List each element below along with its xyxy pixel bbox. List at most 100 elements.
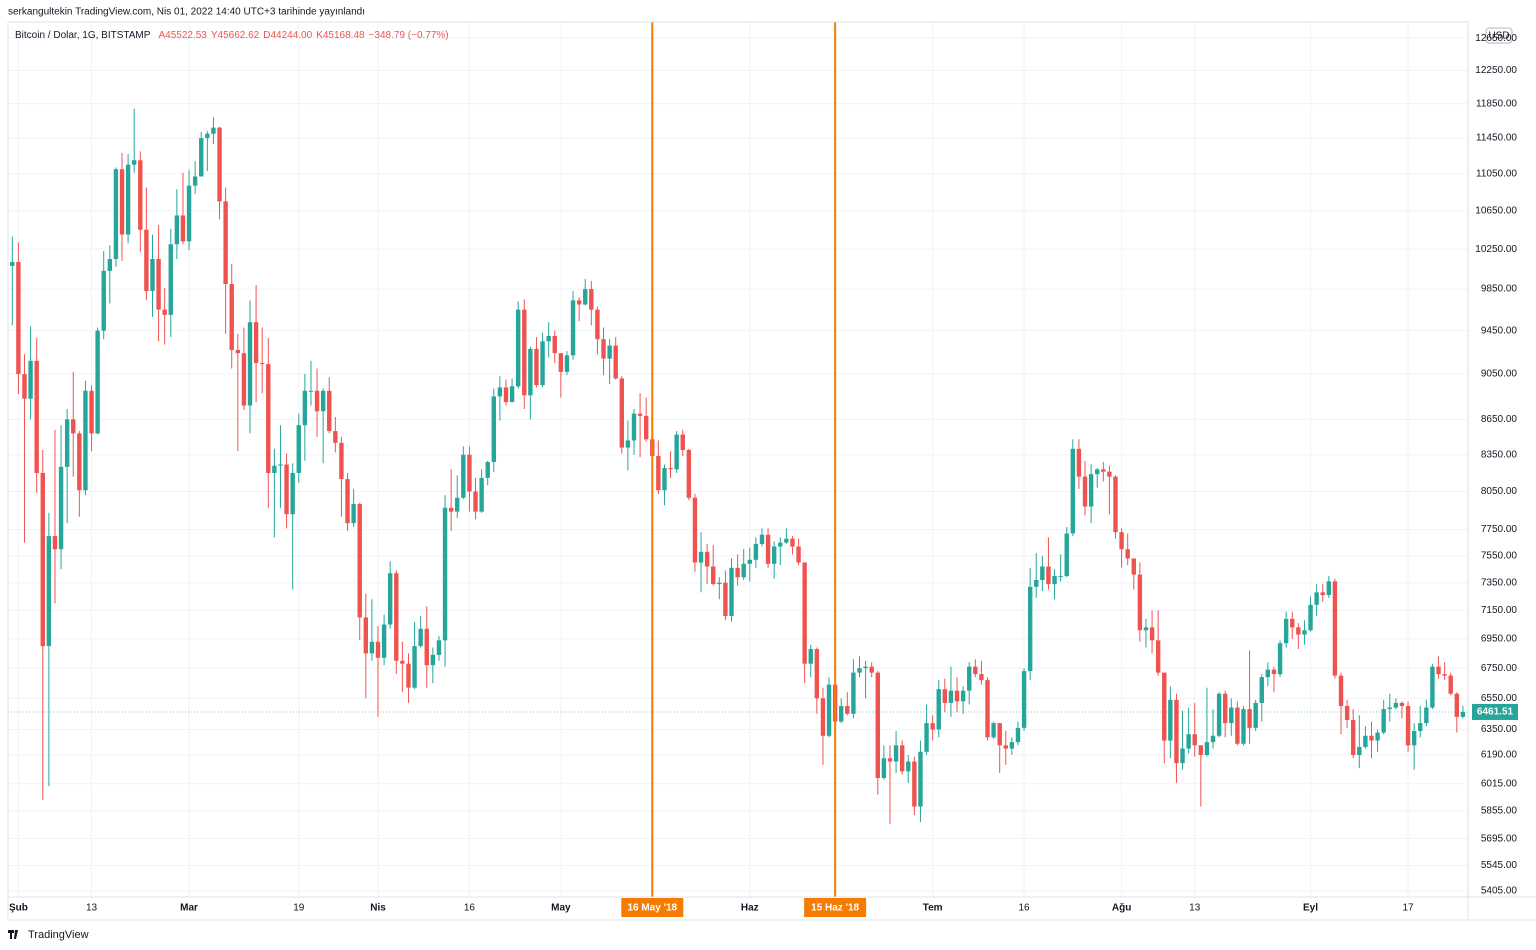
candle-body <box>692 497 698 563</box>
candle-body <box>1021 671 1027 728</box>
candle-body <box>820 698 826 736</box>
candle-body <box>46 536 52 647</box>
candle-body <box>698 551 704 563</box>
y-tick-label: 8350.00 <box>1481 449 1518 460</box>
candle-body <box>424 628 429 666</box>
candle-body <box>363 617 369 654</box>
legend-value: Y45662.62 <box>211 30 260 41</box>
candle-body <box>1027 586 1033 672</box>
candle-body <box>839 706 844 722</box>
y-tick-label: 10250.00 <box>1475 244 1517 255</box>
candle-body <box>1229 707 1234 724</box>
candle-body <box>1210 735 1216 743</box>
candle-body <box>570 300 576 356</box>
candle-body <box>1009 742 1015 749</box>
marker-label-box <box>621 898 684 917</box>
x-tick-label: Eyl <box>1303 903 1318 914</box>
candle-body <box>1405 706 1411 746</box>
y-tick-label: 8050.00 <box>1481 486 1518 497</box>
candle-body <box>1351 719 1356 756</box>
candle-body <box>1168 699 1173 741</box>
candle-body <box>1235 707 1240 744</box>
candle-body <box>899 745 905 772</box>
candle-body <box>979 674 984 681</box>
candle-body <box>387 573 393 625</box>
candle-body <box>491 396 497 463</box>
candle-body <box>1424 707 1429 724</box>
symbol: Bitcoin / Dolar, 1G, BITSTAMP <box>15 30 151 41</box>
y-tick-label: 9050.00 <box>1481 369 1518 380</box>
candle-body <box>1186 734 1191 749</box>
candle-body <box>985 680 990 738</box>
candle-body <box>753 543 759 560</box>
candle-body <box>643 415 649 440</box>
candle-body <box>64 419 70 467</box>
candle-body <box>284 464 289 515</box>
candle-body <box>656 455 661 491</box>
candle-body <box>960 690 966 702</box>
x-tick-label: Şub <box>9 903 28 914</box>
candle-body <box>357 504 362 618</box>
candle-body <box>576 300 582 305</box>
x-tick-label: 13 <box>1189 903 1201 914</box>
candle-body <box>174 215 180 245</box>
candle-body <box>1241 709 1246 744</box>
candle-body <box>741 563 746 578</box>
candle-body <box>1131 558 1136 575</box>
candle-body <box>10 261 15 266</box>
candle-body <box>1387 707 1392 710</box>
candle-body <box>296 425 301 473</box>
tradingview-logo: TradingView <box>8 929 89 941</box>
candle-body <box>430 654 436 666</box>
candle-body <box>583 289 588 305</box>
candle-body <box>1393 702 1399 708</box>
last-price-box <box>1472 703 1518 720</box>
candle-body <box>333 431 338 443</box>
candle-body <box>1430 666 1435 708</box>
candle-body <box>412 646 417 688</box>
y-tick-label: 5405.00 <box>1481 886 1518 897</box>
candle-body <box>1320 592 1325 596</box>
candle-body <box>778 542 783 547</box>
candle-body <box>595 309 600 340</box>
y-tick-label: 10650.00 <box>1475 205 1517 216</box>
candle-body <box>199 138 204 177</box>
x-tick-label: Mar <box>180 903 198 914</box>
marker-label-box <box>804 898 867 917</box>
candle-body <box>771 546 777 564</box>
candle-body <box>1046 566 1051 585</box>
candle-body <box>101 270 106 331</box>
candle-body <box>522 309 527 396</box>
candle-body <box>1460 711 1466 717</box>
candle-body <box>1070 448 1076 534</box>
candle-body <box>144 229 149 292</box>
candle-body <box>887 758 893 762</box>
candle-body <box>528 348 533 396</box>
candle-body <box>89 390 94 434</box>
candle-body <box>278 464 283 466</box>
publish-header: serkangultekin TradingView.com, Nis 01, … <box>8 7 365 18</box>
candle-body <box>52 536 58 550</box>
candle-body <box>1326 581 1332 596</box>
candle-body <box>1454 693 1460 717</box>
candle-body <box>1064 533 1069 576</box>
candle-body <box>1162 672 1167 741</box>
candle-body <box>723 582 728 617</box>
candle-body <box>290 472 295 515</box>
candle-body <box>1216 693 1222 736</box>
candle-body <box>851 672 856 714</box>
x-tick-label: 17 <box>1402 903 1414 914</box>
candle-body <box>22 374 27 399</box>
legend-values: A45522.53 Y45662.62 D44244.00 K45168.48 −348… <box>158 30 448 41</box>
candle-body <box>259 363 265 365</box>
y-tick-label: 7750.00 <box>1481 524 1518 535</box>
candle-body <box>1344 706 1350 720</box>
candle-body <box>747 559 752 564</box>
candle-body <box>473 491 478 512</box>
marker-label: 16 May '18 <box>627 903 677 914</box>
candle-body <box>345 479 350 524</box>
candle-body <box>320 390 326 412</box>
candle-body <box>1198 745 1204 756</box>
candle-body <box>863 666 868 669</box>
